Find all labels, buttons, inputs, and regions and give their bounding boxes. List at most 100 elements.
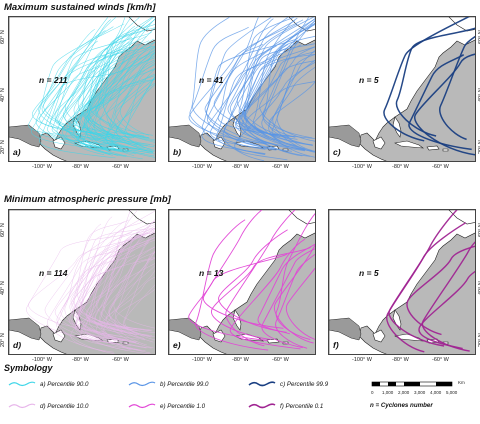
cyclone-track xyxy=(195,219,269,351)
panel-letter-e: e) xyxy=(173,340,181,350)
lon-tick-a-2: -60° W xyxy=(112,164,129,170)
cyclone-track xyxy=(395,27,475,137)
legend-line-d xyxy=(8,403,36,409)
cyclone-track xyxy=(71,256,155,351)
cyclone-track xyxy=(61,38,154,155)
legend-item-a: a) Percentile 90.0 xyxy=(8,380,89,388)
cyclone-track xyxy=(218,229,288,333)
landmass-0 xyxy=(329,17,475,161)
cyclone-track xyxy=(224,43,292,152)
cyclone-track xyxy=(114,288,155,346)
cyclone-track xyxy=(84,227,155,343)
cyclone-track xyxy=(108,250,155,334)
cyclone-track xyxy=(88,19,155,146)
lat-tick-d-2: 20° N xyxy=(0,333,6,347)
cyclone-track xyxy=(69,79,155,147)
cyclone-track xyxy=(201,44,302,154)
landmass-2 xyxy=(448,210,475,225)
cyclone-track xyxy=(54,61,122,151)
landmass-4 xyxy=(426,145,440,151)
cyclone-track xyxy=(418,270,475,350)
cyclone-track xyxy=(99,51,155,151)
cyclone-track xyxy=(234,81,315,161)
cyclone-track xyxy=(259,53,315,142)
lon-tick-e-1: -80° W xyxy=(232,357,249,363)
legend-label-b: b) Percentile 99.0 xyxy=(160,380,209,388)
map-panel-a: n = 211 a) xyxy=(8,16,156,162)
lon-tick-b-0: -100° W xyxy=(192,164,212,170)
scale-label-1: 1,000 xyxy=(382,390,394,395)
map-panel-d: n = 114 d) xyxy=(8,209,156,355)
cyclone-track xyxy=(76,231,140,343)
cyclone-track xyxy=(28,234,146,333)
cyclone-track xyxy=(100,276,155,344)
cyclone-track xyxy=(188,253,288,341)
map-panel-f: n = 5 f) xyxy=(328,209,476,355)
cyclone-track xyxy=(44,210,155,344)
cyclone-track xyxy=(63,27,155,150)
lon-tick-d-1: -80° W xyxy=(72,357,89,363)
cyclone-track xyxy=(261,248,315,349)
lat-tick-d-1: 40° N xyxy=(0,281,6,295)
lon-tick-c-2: -60° W xyxy=(432,164,449,170)
cyclone-track xyxy=(83,62,155,139)
panel-letter-f: f) xyxy=(333,340,339,350)
cyclone-track xyxy=(210,18,277,151)
cyclone-track xyxy=(192,26,266,144)
cyclone-track xyxy=(65,42,130,140)
legend-item-e: e) Percentile 1.0 xyxy=(128,402,205,410)
scale-label-0: 0 xyxy=(371,390,374,395)
cyclone-track xyxy=(68,265,123,344)
cyclone-track xyxy=(70,273,129,353)
mexico-region xyxy=(9,317,42,341)
cyclone-track xyxy=(41,26,119,138)
landmass-3 xyxy=(394,140,425,149)
cyclone-track xyxy=(56,17,154,152)
legend-item-f: f) Percentile 0.1 xyxy=(248,402,323,410)
cyclone-track xyxy=(238,17,296,139)
cyclone-track xyxy=(39,70,124,159)
cyclone-track xyxy=(113,265,155,329)
legend-label-f: f) Percentile 0.1 xyxy=(280,402,324,410)
cyclones-count-b: n = 41 xyxy=(199,75,224,85)
cyclone-track xyxy=(68,67,127,157)
scale-bar: 0 1,000 2,000 3,000 4,000 5,000 Km xyxy=(370,380,474,402)
cyclone-track xyxy=(85,232,155,332)
map-svg-d xyxy=(9,210,155,354)
map-panel-c: n = 5 c) xyxy=(328,16,476,162)
map-panel-e: n = 13 e) xyxy=(168,209,316,355)
landmass-2 xyxy=(288,210,315,225)
cyclone-track xyxy=(75,17,155,140)
pressure-title: Minimum atmospheric pressure [mb] xyxy=(4,194,171,205)
landmass-0 xyxy=(169,210,315,354)
mexico-region xyxy=(329,317,362,341)
cyclone-track xyxy=(99,224,155,351)
cyclone-track xyxy=(124,284,155,341)
cyclone-track xyxy=(86,53,151,138)
landmass-6 xyxy=(372,329,386,343)
map-panel-b: n = 41 b) xyxy=(168,16,316,162)
cyclone-track xyxy=(271,54,315,150)
symbology-title: Symbology xyxy=(4,363,53,373)
cyclone-track xyxy=(116,77,155,153)
panel-letter-a: a) xyxy=(13,147,21,157)
scale-unit: Km xyxy=(458,380,465,385)
cyclone-track xyxy=(203,210,284,329)
cyclone-track xyxy=(111,82,155,158)
cyclone-track xyxy=(90,53,155,152)
cyclone-track xyxy=(414,53,475,156)
cyclone-track xyxy=(37,40,117,146)
landmass-0 xyxy=(329,210,475,354)
landmass-1 xyxy=(392,309,402,331)
map-svg-a xyxy=(9,17,155,161)
cyclone-track xyxy=(189,17,266,150)
map-svg-c xyxy=(329,17,475,161)
lon-tick-f-1: -80° W xyxy=(392,357,409,363)
cyclone-track xyxy=(275,253,315,349)
landmass-6 xyxy=(372,136,386,150)
cyclone-track xyxy=(54,231,149,341)
cyclone-track xyxy=(408,54,472,151)
cyclone-track xyxy=(88,235,147,349)
cyclone-track xyxy=(388,210,458,347)
winds-title: Maximum sustained winds [km/h] xyxy=(4,2,156,13)
